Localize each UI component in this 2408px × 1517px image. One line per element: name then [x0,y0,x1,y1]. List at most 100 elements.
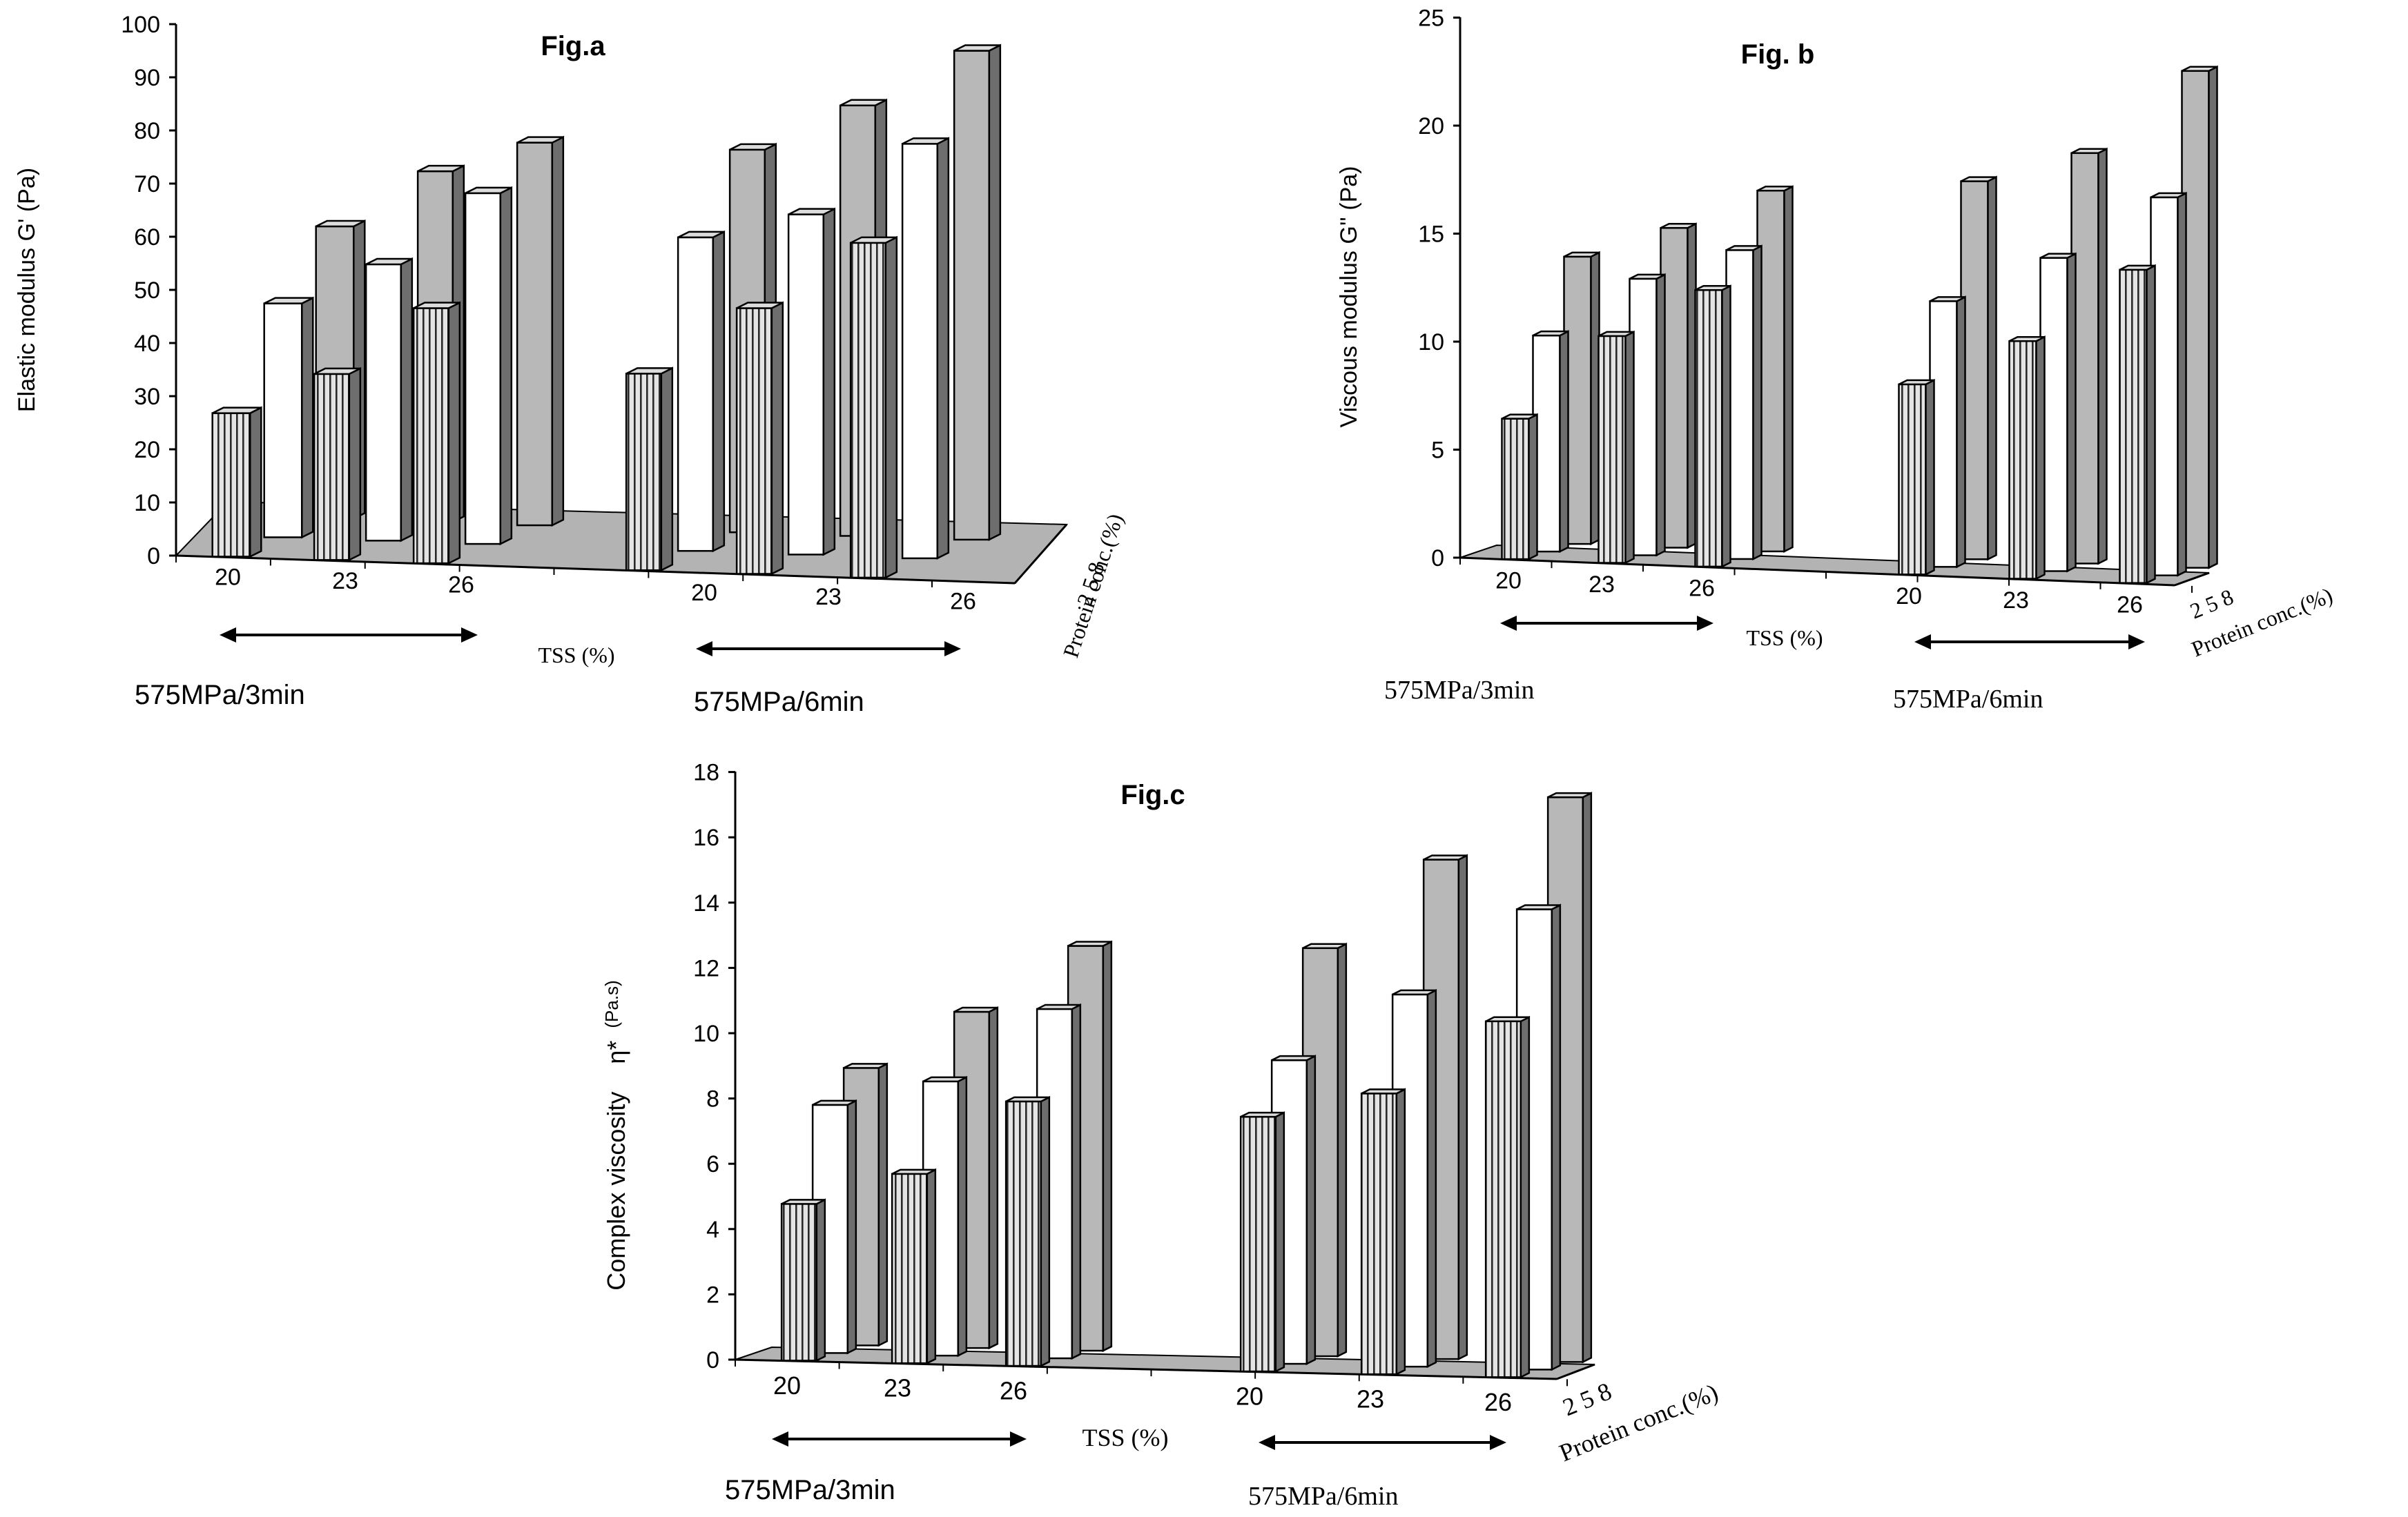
bar-8-26 [2181,65,2218,569]
bar-5-23 [787,207,836,556]
x-axis-ticks: 20 23 26 20 23 26 [175,556,976,615]
bar-top-face [2070,148,2108,155]
bar-front-face [849,242,887,579]
bar-front-face [2119,268,2148,584]
bar-front-face [313,373,351,561]
bar-side-face [1925,378,1935,576]
bar-top-face [1629,273,1666,280]
bar-side-face [1528,413,1538,561]
bar-front-face [365,263,402,542]
bar-top-face [1898,379,1935,386]
x-tick-label: 26 [1689,576,1715,602]
bar-front-face [953,50,991,541]
bar-2-20 [1239,1111,1285,1373]
bar-5-20 [677,230,726,553]
x-axis-ticks: 20 23 26 20 23 26 [735,1360,1568,1416]
y-axis-label: Elastic modulus G' (Pa) [14,168,40,412]
bar-side-face [1783,185,1794,553]
bar-side-face [1551,903,1562,1371]
bar-2-23 [1360,1088,1406,1376]
bar-top-face [1660,223,1697,229]
x-tick-label: 23 [2003,587,2029,614]
y-tick-label: 8 [706,1086,719,1113]
bar-top-face [677,231,725,239]
bar-top-face [1485,1016,1530,1023]
bar-front-face [891,1173,929,1364]
bar-side-face [1071,1003,1082,1360]
bar-top-face [1005,1096,1050,1103]
bar-top-face [788,208,835,215]
y-tick-label: 4 [706,1217,719,1243]
bar-side-face [1426,988,1437,1369]
x-tick-label: 20 [691,580,717,606]
bar-top-face [1302,943,1347,950]
x-tick-label: 20 [1896,583,1922,609]
bar-side-face [846,1099,857,1355]
bar-5-23 [1629,273,1666,557]
bar-2-20 [625,366,674,572]
bar-front-face [1239,1115,1277,1373]
bar-top-face [1036,1004,1081,1010]
bar-top-face [839,99,887,107]
y-axis-ticks: 0 5 10 15 20 25 [1418,6,1460,571]
y-tick-label: 25 [1418,6,1444,32]
y-tick-label: 20 [134,437,160,463]
bar-front-face [787,213,825,556]
bar-top-face [843,1063,888,1069]
bar-side-face [1395,1088,1406,1376]
bar-top-face [1563,251,1600,258]
y-tick-label: 0 [1431,545,1444,571]
bar-top-face [315,219,365,228]
y-tick-label: 5 [1431,438,1444,464]
bar-side-face [499,186,513,546]
bar-side-face [1457,854,1468,1361]
bar-side-face [1752,244,1763,560]
bar-side-face [447,301,461,565]
y-tick-label: 2 [706,1282,719,1308]
bar-top-face [1361,1088,1406,1095]
y-axis-label: Complex viscosity η* (Pa.s) [601,980,630,1290]
bar-side-face [822,207,836,556]
bar-side-face [988,43,1002,541]
bar-8-26 [953,43,1002,541]
bar-8-20 [1563,251,1600,546]
bar-top-face [1547,792,1592,799]
bar-side-face [1519,1015,1531,1379]
bar-top-face [729,143,777,151]
group-label-3min: 575MPa/3min [1384,676,1534,705]
bar-side-face [1987,175,1997,561]
group-arrow-3min [772,1431,1027,1447]
bar-side-face [1559,330,1569,554]
y-tick-label: 15 [1418,222,1444,248]
y-tick-label: 10 [1418,329,1444,355]
bar-8-20 [1960,175,1997,561]
x-axis-label: TSS (%) [1082,1424,1169,1451]
bar-top-face [1271,1055,1316,1061]
bar-front-face [901,143,939,560]
y-axis-label-text: Complex viscosity [602,1092,630,1291]
y-tick-label: 30 [134,384,160,410]
bar-front-face [735,307,773,575]
bar-top-face [1960,176,1997,182]
bar-front-face [263,302,303,538]
y-tick-label: 18 [693,760,719,786]
y-axis-label: Viscous modulus G'' (Pa) [1336,166,1362,428]
bar-front-face [412,307,450,565]
x-tick-label: 23 [1589,571,1615,598]
depth-axis-label: Protein conc.(%) [1058,511,1127,660]
bar-top-face [365,257,413,266]
y-axis-label-symbol: η* [602,1041,630,1064]
bar-2-26 [1004,1095,1051,1368]
x-tick-label: 26 [448,572,474,598]
y-tick-label: 0 [706,1347,719,1373]
x-axis-label: TSS (%) [538,643,614,667]
y-tick-label: 80 [134,118,160,144]
bar-side-face [712,230,726,553]
x-axis-line [735,1358,1557,1380]
bar-8-23 [1660,222,1697,549]
bar-2-26 [1484,1015,1531,1379]
bar-front-face [464,192,502,545]
bar-side-face [1305,1055,1317,1366]
bar-top-face [1725,245,1763,251]
x-axis-label: TSS (%) [1746,625,1823,650]
